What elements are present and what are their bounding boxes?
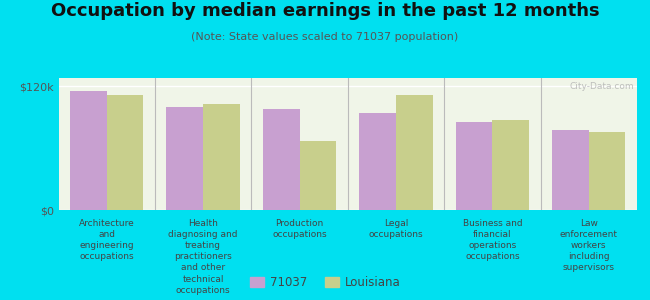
Bar: [396, 94, 433, 210]
Text: Business and
financial
operations
occupations: Business and financial operations occupa…: [463, 219, 522, 261]
Text: Legal
occupations: Legal occupations: [369, 219, 423, 239]
Text: (Note: State values scaled to 71037 population): (Note: State values scaled to 71037 popu…: [191, 32, 459, 41]
Text: Architecture
and
engineering
occupations: Architecture and engineering occupations: [79, 219, 135, 261]
Bar: [456, 122, 493, 210]
Bar: [589, 132, 625, 210]
Text: Law
enforcement
workers
including
supervisors: Law enforcement workers including superv…: [560, 219, 618, 272]
Bar: [166, 107, 203, 210]
Bar: [107, 94, 144, 210]
Bar: [263, 109, 300, 210]
Bar: [300, 141, 336, 210]
Bar: [552, 130, 589, 210]
Text: Health
diagnosing and
treating
practitioners
and other
technical
occupations: Health diagnosing and treating practitio…: [168, 219, 238, 295]
Text: Occupation by median earnings in the past 12 months: Occupation by median earnings in the pas…: [51, 2, 599, 20]
Bar: [70, 92, 107, 210]
Legend: 71037, Louisiana: 71037, Louisiana: [245, 272, 405, 294]
Bar: [203, 104, 240, 210]
Text: City-Data.com: City-Data.com: [569, 82, 634, 91]
Bar: [493, 120, 529, 210]
Bar: [359, 113, 396, 210]
Text: Production
occupations: Production occupations: [272, 219, 327, 239]
